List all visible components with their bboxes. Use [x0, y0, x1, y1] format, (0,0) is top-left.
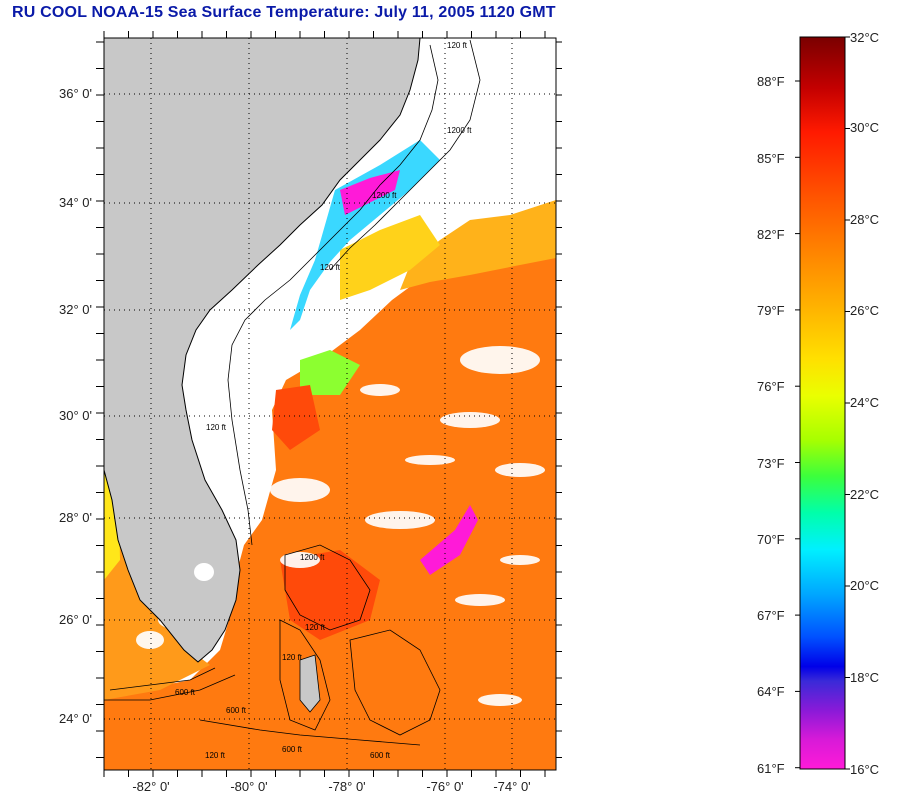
bathymetry-contours: [104, 39, 481, 746]
celsius-label: 30°C: [850, 120, 880, 135]
celsius-label: 20°C: [850, 578, 880, 593]
fahrenheit-label: 61°F: [757, 761, 785, 776]
isobath-label: 120 ft: [206, 423, 227, 432]
colorbar-ticks: [795, 36, 850, 770]
isobath-label: 600 ft: [370, 751, 391, 760]
celsius-label: 16°C: [850, 762, 880, 777]
lat-label: 26° 0': [59, 612, 92, 627]
fahrenheit-label: 67°F: [757, 608, 785, 623]
celsius-label: 26°C: [850, 303, 880, 318]
isobath-label: 120 ft: [320, 263, 341, 272]
isobath-label: 120 ft: [282, 653, 303, 662]
celsius-label: 28°C: [850, 212, 880, 227]
lon-label: -82° 0': [132, 779, 170, 794]
isobath-label: 1200 ft: [372, 191, 397, 200]
fahrenheit-label: 64°F: [757, 684, 785, 699]
sst-green-filament: [300, 350, 360, 395]
lake-okeechobee: [194, 563, 214, 581]
celsius-label: 22°C: [850, 487, 880, 502]
isobath-labels: 120 ft 1200 ft 1200 ft 120 ft 120 ft 120…: [175, 41, 472, 760]
isobath-label: 1200 ft: [300, 553, 325, 562]
celsius-label: 24°C: [850, 395, 880, 410]
lat-label: 28° 0': [59, 510, 92, 525]
isobath-label: 600 ft: [175, 688, 196, 697]
lon-label: -80° 0': [230, 779, 268, 794]
temperature-colorbar: [799, 36, 846, 770]
isobath-label: 120 ft: [447, 41, 468, 50]
sst-gulf-west: [104, 460, 210, 700]
map-title: RU COOL NOAA-15 Sea Surface Temperature:…: [12, 4, 556, 21]
celsius-label: 32°C: [850, 30, 880, 45]
fahrenheit-label: 70°F: [757, 532, 785, 547]
celsius-label: 18°C: [850, 670, 880, 685]
fahrenheit-label: 88°F: [757, 74, 785, 89]
lat-lon-grid: [104, 38, 556, 770]
land-bahamas: [299, 654, 321, 713]
sst-cool-nearshore: [290, 140, 440, 330]
sst-magenta-filament: [340, 170, 400, 215]
isobath-label: 600 ft: [226, 706, 247, 715]
fahrenheit-label: 82°F: [757, 227, 785, 242]
sst-warm-offshore: [104, 250, 556, 770]
fahrenheit-label: 79°F: [757, 303, 785, 318]
land-us-southeast: [104, 38, 421, 663]
isobath-label: 120 ft: [205, 751, 226, 760]
lon-label: -74° 0': [493, 779, 531, 794]
lat-label: 32° 0': [59, 302, 92, 317]
fahrenheit-label: 85°F: [757, 151, 785, 166]
fahrenheit-label: 73°F: [757, 456, 785, 471]
lat-label: 24° 0': [59, 711, 92, 726]
lat-label: 30° 0': [59, 408, 92, 423]
fahrenheit-label: 76°F: [757, 379, 785, 394]
lat-label: 34° 0': [59, 195, 92, 210]
lon-label: -76° 0': [426, 779, 464, 794]
sst-mid-red: [272, 385, 320, 450]
isobath-label: 1200 ft: [447, 126, 472, 135]
map-ticks: [96, 31, 562, 777]
isobath-label: 120 ft: [305, 623, 326, 632]
map-frame: [103, 37, 557, 771]
lon-label: -78° 0': [328, 779, 366, 794]
sst-orange-band: [400, 200, 556, 290]
sst-magenta-east: [420, 505, 478, 575]
lat-label: 36° 0': [59, 86, 92, 101]
isobath-label: 600 ft: [282, 745, 303, 754]
sst-yellow-patch: [340, 215, 440, 300]
